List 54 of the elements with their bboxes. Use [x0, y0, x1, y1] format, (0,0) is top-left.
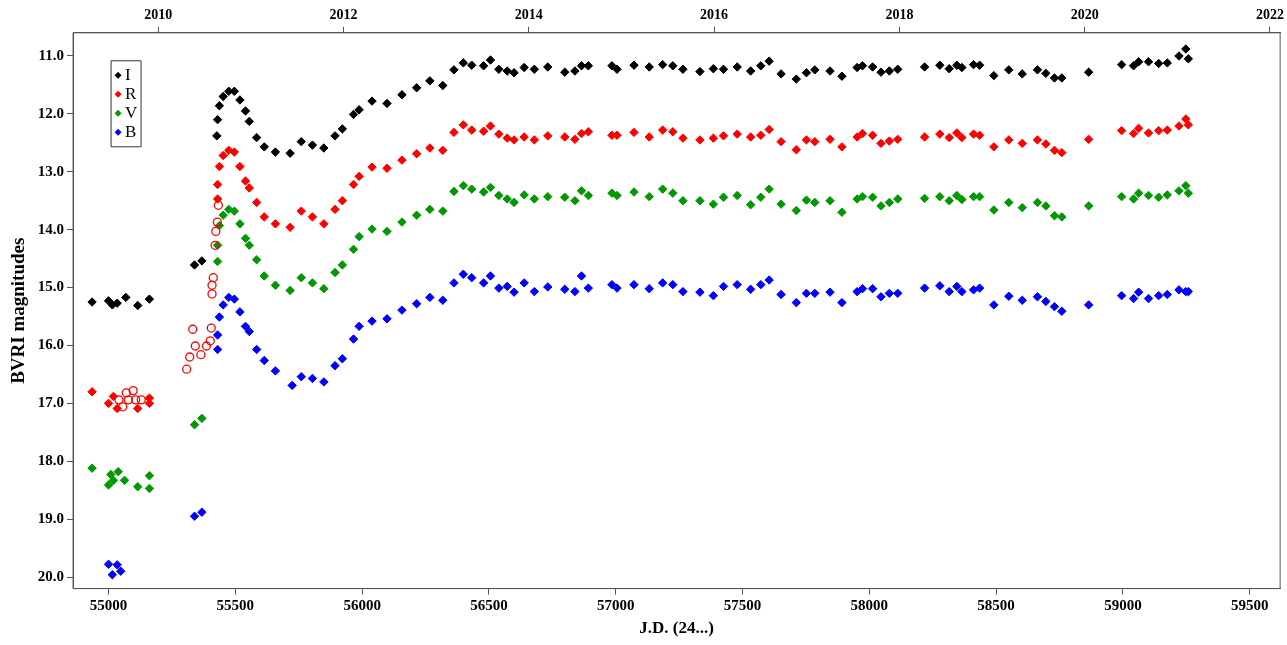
x2-tick-label: 2020	[1070, 7, 1099, 23]
legend-label: V	[125, 102, 139, 122]
point	[205, 336, 215, 346]
x2-tick-label: 2012	[329, 7, 358, 23]
x-tick-label: 58500	[977, 597, 1015, 614]
y-tick-label: 15.0	[37, 278, 65, 295]
y-tick-label: 19.0	[37, 510, 65, 526]
point	[211, 226, 221, 237]
y-tick-label: 16.0	[37, 336, 65, 353]
point	[208, 273, 218, 283]
x-tick-label: 59500	[1230, 597, 1269, 614]
x-tick-label: 56500	[470, 597, 508, 614]
x-tick-label: 55000	[89, 597, 128, 614]
point	[128, 385, 138, 396]
x2-tick-label: 2018	[885, 7, 914, 23]
x2-tick-label: 2014	[514, 7, 543, 23]
point	[131, 395, 141, 405]
x2-tick-label: 2010	[144, 7, 173, 23]
point	[212, 217, 222, 227]
point	[121, 388, 131, 398]
point	[188, 324, 198, 334]
x-tick-label: 57000	[596, 597, 635, 614]
point	[206, 323, 216, 333]
y-tick-label: 20.0	[37, 567, 65, 584]
x-tick-label: 56000	[343, 597, 381, 614]
point	[182, 364, 192, 374]
point	[196, 350, 206, 360]
y-tick-label: 18.0	[37, 452, 65, 469]
y-tick-label: 13.0	[37, 162, 65, 179]
point	[118, 402, 128, 412]
y-tick-label: 14.0	[37, 220, 65, 237]
point	[190, 341, 200, 351]
x2-tick-label: 2022	[1255, 7, 1284, 23]
legend-label: R	[125, 83, 138, 103]
y-tick-label: 12.0	[37, 104, 65, 121]
x-tick-label: 55500	[216, 597, 255, 614]
y-tick-label: 11.0	[38, 46, 65, 63]
x2-tick-label: 2016	[700, 7, 729, 23]
legend-label: I	[125, 64, 132, 84]
x-tick-label: 57500	[723, 597, 762, 614]
x-tick-label: 59000	[1104, 597, 1142, 614]
point	[201, 341, 212, 351]
point	[213, 200, 224, 210]
point	[123, 395, 133, 405]
point	[136, 395, 146, 405]
point	[185, 352, 195, 362]
y-tick-label: 17.0	[37, 394, 65, 411]
legend-label: B	[125, 121, 137, 141]
point	[207, 280, 217, 290]
point	[114, 395, 124, 405]
x-axis-title: J.D. (24...)	[639, 618, 714, 638]
x-tick-label: 58000	[850, 597, 889, 614]
y-axis-title: BVRI magnitudes	[7, 237, 29, 384]
point	[207, 289, 217, 299]
